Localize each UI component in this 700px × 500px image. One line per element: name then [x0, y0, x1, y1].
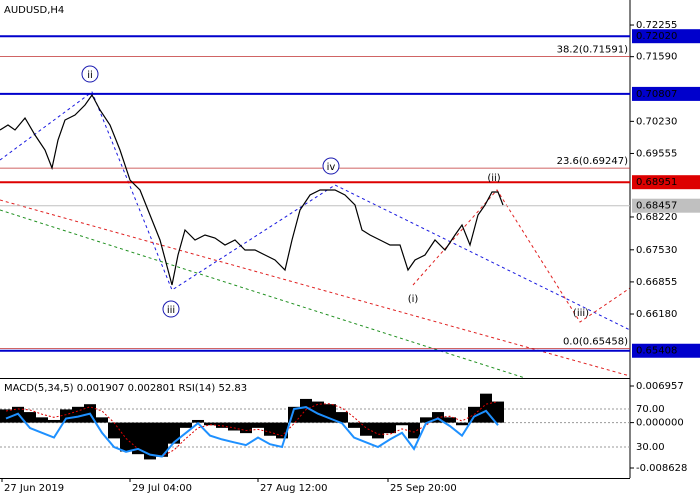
- fib-label: 0.0(0.65458): [563, 336, 628, 347]
- macd-bar: [228, 422, 240, 431]
- level-label: 0.65408: [636, 346, 677, 357]
- macd-bar: [264, 422, 276, 436]
- y-tick-label: 0.66180: [636, 309, 677, 320]
- macd-bar: [192, 419, 204, 423]
- macd-bar: [72, 406, 84, 423]
- level-label: 0.70807: [636, 89, 677, 100]
- wave-circle: [162, 300, 180, 318]
- y2-tick-label: 30.00: [636, 442, 665, 453]
- y-tick-label: 0.000000: [636, 418, 684, 429]
- macd-bar: [156, 422, 168, 457]
- macd-bar: [108, 422, 120, 439]
- macd-bar: [468, 406, 480, 423]
- y-tick-label: 0.67530: [636, 245, 677, 256]
- macd-bar: [120, 422, 132, 452]
- level-label: 0.68457: [636, 201, 677, 212]
- macd-bar: [480, 393, 492, 423]
- chart-title: AUDUSD,H4: [4, 5, 64, 16]
- rsi-line: [5, 406, 499, 458]
- wave-label: (iii): [573, 308, 589, 319]
- macd-bar: [444, 417, 456, 423]
- macd-bar: [252, 422, 264, 428]
- wave-label: iii: [167, 305, 175, 316]
- red-wave-line: [412, 189, 631, 323]
- macd-bar: [300, 398, 312, 423]
- macd-bar: [372, 422, 384, 439]
- y-tick-label: -0.008628: [636, 463, 687, 474]
- macd-bar: [168, 422, 180, 444]
- macd-bar: [180, 422, 192, 428]
- price-line: [0, 93, 504, 286]
- y-tick-label: 0.006957: [636, 381, 684, 392]
- indicator-title: MACD(5,34,5) 0.001907 0.002801 RSI(14) 5…: [4, 383, 247, 394]
- x-tick-label: 29 Jul 04:00: [132, 483, 192, 494]
- blue-wave-line: [0, 91, 631, 331]
- macd-bar: [60, 409, 72, 423]
- signal-line: [5, 401, 499, 457]
- macd-bar: [48, 419, 60, 423]
- green-channel-line: [0, 209, 526, 379]
- x-tick-label: 25 Sep 20:00: [390, 483, 457, 494]
- macd-bar: [348, 422, 360, 428]
- level-box: [632, 86, 700, 101]
- y-tick-label: 0.68220: [636, 212, 677, 223]
- level-box: [632, 198, 700, 213]
- macd-bar: [360, 422, 372, 436]
- macd-bar: [408, 422, 420, 439]
- projections: [0, 91, 631, 379]
- macd-bar: [144, 422, 156, 460]
- fib-label: 23.6(0.69247): [557, 156, 629, 167]
- wave-label: ii: [87, 70, 93, 81]
- level-label: 0.72020: [636, 31, 677, 42]
- macd-bar: [96, 417, 108, 423]
- wave-label: iv: [327, 162, 336, 173]
- y-tick-label: 0.70230: [636, 116, 677, 127]
- red-channel-line: [0, 199, 631, 377]
- level-box: [632, 343, 700, 358]
- macd-bar: [216, 422, 228, 428]
- level-box: [632, 175, 700, 190]
- y-tick-label: 0.71590: [636, 52, 677, 63]
- macd-bar: [24, 412, 36, 423]
- macd-bar: [336, 412, 348, 423]
- x-tick-label: 27 Aug 12:00: [260, 483, 327, 494]
- macd-bar: [456, 422, 468, 426]
- macd-bar: [420, 417, 432, 423]
- wave-circle: [81, 65, 99, 83]
- macd-bar: [492, 401, 504, 423]
- fib-label: 38.2(0.71591): [557, 45, 629, 56]
- y2-tick-label: 70.00: [636, 404, 665, 415]
- macd-bar: [204, 422, 216, 426]
- level-box: [632, 29, 700, 44]
- y-tick-label: 0.72255: [636, 20, 677, 31]
- macd-bar: [240, 422, 252, 434]
- wave-label: (ii): [487, 173, 500, 184]
- y-tick-label: 0.69555: [636, 148, 677, 159]
- macd-bar: [384, 422, 396, 434]
- macd-bar: [36, 417, 48, 423]
- wave-circle: [322, 157, 340, 175]
- macd-bar: [312, 401, 324, 423]
- x-tick-label: 27 Jun 2019: [4, 483, 64, 494]
- y-tick-label: 0.66855: [636, 277, 677, 288]
- wave-label: (i): [408, 294, 419, 305]
- macd-bar: [396, 422, 408, 426]
- level-label: 0.68951: [636, 177, 677, 188]
- macd-bar: [0, 409, 12, 423]
